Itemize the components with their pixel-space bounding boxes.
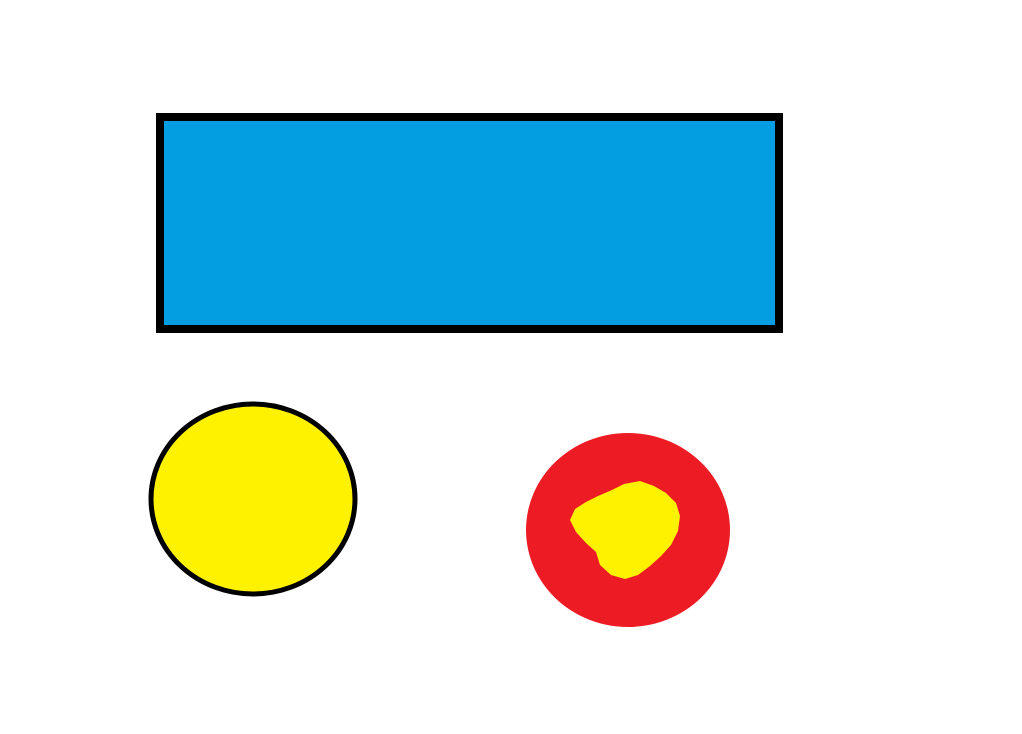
red-circle-center-blob (570, 481, 680, 579)
blue-rectangle (156, 113, 783, 333)
yellow-circle (148, 401, 358, 597)
